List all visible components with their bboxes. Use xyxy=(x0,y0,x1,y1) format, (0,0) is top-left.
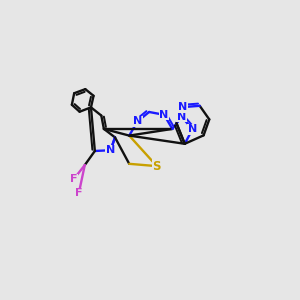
Text: S: S xyxy=(153,160,161,172)
Text: N: N xyxy=(106,145,115,155)
Text: N: N xyxy=(188,124,197,134)
Text: N: N xyxy=(177,112,186,122)
Text: F: F xyxy=(75,188,82,198)
Text: N: N xyxy=(133,116,142,127)
Text: N: N xyxy=(160,110,169,120)
Text: N: N xyxy=(178,102,188,112)
Text: F: F xyxy=(70,174,77,184)
